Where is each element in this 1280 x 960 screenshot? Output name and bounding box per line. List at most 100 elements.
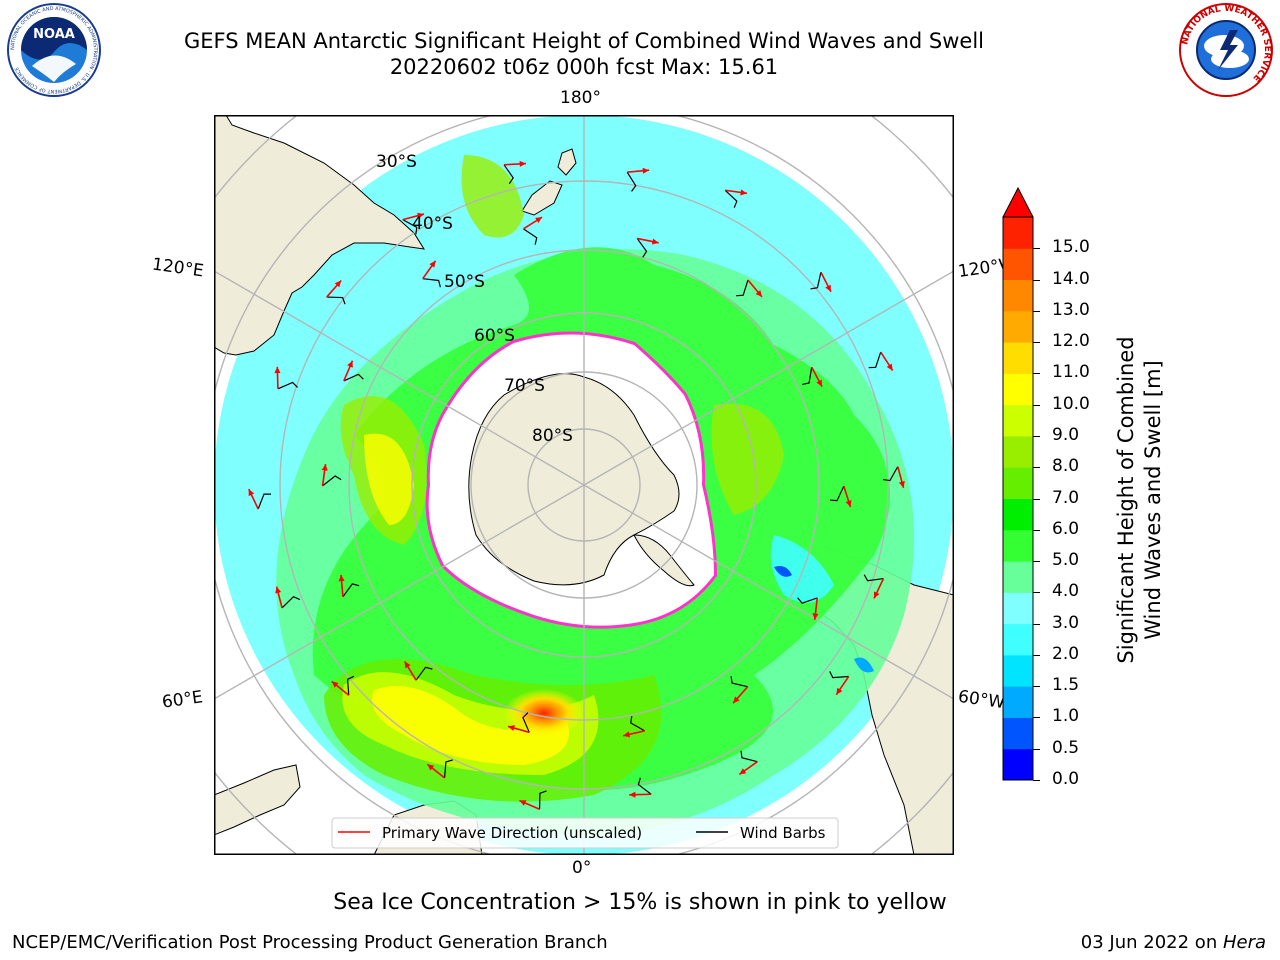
lat-label-80s: 80°S <box>532 426 573 446</box>
wind-barb <box>740 750 758 763</box>
wind-barb <box>829 671 849 679</box>
wind-barb <box>281 595 301 609</box>
colorbar-tick-label: 4.0 <box>1052 581 1080 602</box>
colorbar-extend-arrow <box>1002 186 1034 218</box>
map-subtitle: 20220602 t06z 000h fcst Max: 15.61 <box>389 55 779 79</box>
wind-barb <box>730 676 748 688</box>
land-antarctic-peninsula <box>633 534 695 587</box>
colorbar-tick-label: 12.0 <box>1052 331 1090 352</box>
wave-arrow-head <box>519 160 527 167</box>
colorbar-tick-mark <box>1033 529 1040 531</box>
colorbar-tick-label: 1.0 <box>1052 706 1080 727</box>
land-new-zealand-north <box>557 148 577 176</box>
colorbar <box>1002 186 1034 781</box>
colorbar-tick-mark <box>1033 248 1040 250</box>
colorbar-tick-label: 15.0 <box>1052 237 1090 258</box>
colorbar-cell <box>1003 435 1033 468</box>
colorbar-tick-mark <box>1033 592 1040 594</box>
colorbar-tick-label: 9.0 <box>1052 424 1080 445</box>
wave-arrow-head <box>740 189 747 196</box>
colorbar-tick-mark <box>1033 623 1040 625</box>
wind-barb <box>797 597 818 604</box>
wind-barb <box>503 164 514 185</box>
wave-arrow-head <box>427 764 435 771</box>
noaa-logo: NATIONAL OCEANIC AND ATMOSPHERIC ADMINIS… <box>7 3 101 97</box>
wind-barbs <box>257 164 899 810</box>
lon-label-60w: 60°W <box>956 686 1007 714</box>
colorbar-tick-mark <box>1033 686 1040 688</box>
lon-label-0: 0° <box>572 858 592 878</box>
wind-barb <box>868 351 882 369</box>
colorbar-tick-label: 14.0 <box>1052 268 1090 289</box>
wave-arrow-head <box>733 696 740 704</box>
colorbar-cell <box>1003 623 1033 656</box>
wind-barb <box>322 475 342 487</box>
wave-arrow-head <box>812 613 819 620</box>
wave-arrow-head <box>629 791 636 798</box>
colorbar-cell <box>1003 592 1033 625</box>
wind-barb <box>830 485 845 502</box>
colorbar-cell <box>1003 529 1033 562</box>
colorbar-tick-label: 11.0 <box>1052 362 1090 383</box>
wave-arrow-head <box>836 687 843 695</box>
colorbar-cell <box>1003 654 1033 687</box>
legend-wind-barbs: Wind Barbs <box>740 824 826 842</box>
wave-arrow-head <box>347 360 353 368</box>
wind-barb <box>326 296 346 305</box>
colorbar-tick-label: 8.0 <box>1052 456 1080 477</box>
wind-barb <box>277 381 298 390</box>
wave-arrow-head <box>248 489 255 497</box>
map-title: GEFS MEAN Antarctic Significant Height o… <box>183 29 985 53</box>
lon-label-60e: 60°E <box>160 687 205 713</box>
wind-barb <box>523 228 538 245</box>
wave-arrow-head <box>519 800 527 806</box>
footer-branch: NCEP/EMC/Verification Post Processing Pr… <box>12 932 608 953</box>
wind-barb <box>637 777 652 795</box>
lat-label-60s: 60°S <box>474 326 515 346</box>
wind-barb <box>636 238 648 258</box>
colorbar-cell <box>1003 467 1033 499</box>
colorbar-cell <box>1003 248 1033 281</box>
colorbar-cell <box>1003 561 1033 593</box>
graticule <box>214 115 954 855</box>
colorbar-tick-mark <box>1033 310 1040 312</box>
colorbar-tick-label: 6.0 <box>1052 518 1080 539</box>
wave-arrow-head <box>535 217 543 224</box>
wind-barb <box>630 715 645 732</box>
colorbar-tick-mark <box>1033 498 1040 500</box>
wave-arrow-head <box>274 366 281 374</box>
colorbar-tick-mark <box>1033 404 1040 406</box>
wind-barb <box>882 466 899 482</box>
lon-label-120e: 120°E <box>150 254 205 282</box>
wind-barb <box>863 574 884 582</box>
wave-direction-arrows <box>248 160 905 811</box>
wind-barb <box>422 278 441 288</box>
wind-barb <box>346 675 355 696</box>
wind-barb <box>802 367 813 386</box>
colorbar-tick-label: 3.0 <box>1052 612 1080 633</box>
colorbar-cell <box>1003 498 1033 531</box>
wind-barb <box>810 271 822 290</box>
wave-arrow-head <box>404 661 411 669</box>
nws-logo: NATIONAL WEATHER SERVICE <box>1179 3 1273 97</box>
colorbar-tick-label: 2.0 <box>1052 643 1080 664</box>
wind-barb <box>343 373 364 382</box>
colorbar-cell <box>1003 686 1033 718</box>
footer-date: 03 Jun 2022 on Hera <box>1080 932 1266 953</box>
sea-ice-note: Sea Ice Concentration > 15% is shown in … <box>333 890 947 915</box>
wind-barb <box>257 493 272 510</box>
colorbar-tick-mark <box>1033 342 1040 344</box>
wave-arrow-head <box>816 379 823 387</box>
wave-arrow-head <box>825 284 831 292</box>
wind-barb <box>626 171 637 192</box>
colorbar-cell <box>1003 279 1033 312</box>
colorbar-cell <box>1003 342 1033 374</box>
colorbar-tick-label: 10.0 <box>1052 393 1090 414</box>
wave-arrow-head <box>873 591 880 599</box>
colorbar-tick-mark <box>1033 373 1040 375</box>
colorbar-tick-label: 0.0 <box>1052 769 1080 789</box>
wind-barb <box>415 666 433 681</box>
wave-arrow-head <box>331 681 339 688</box>
wind-barb <box>443 759 453 778</box>
wave-arrow-head <box>623 731 631 738</box>
